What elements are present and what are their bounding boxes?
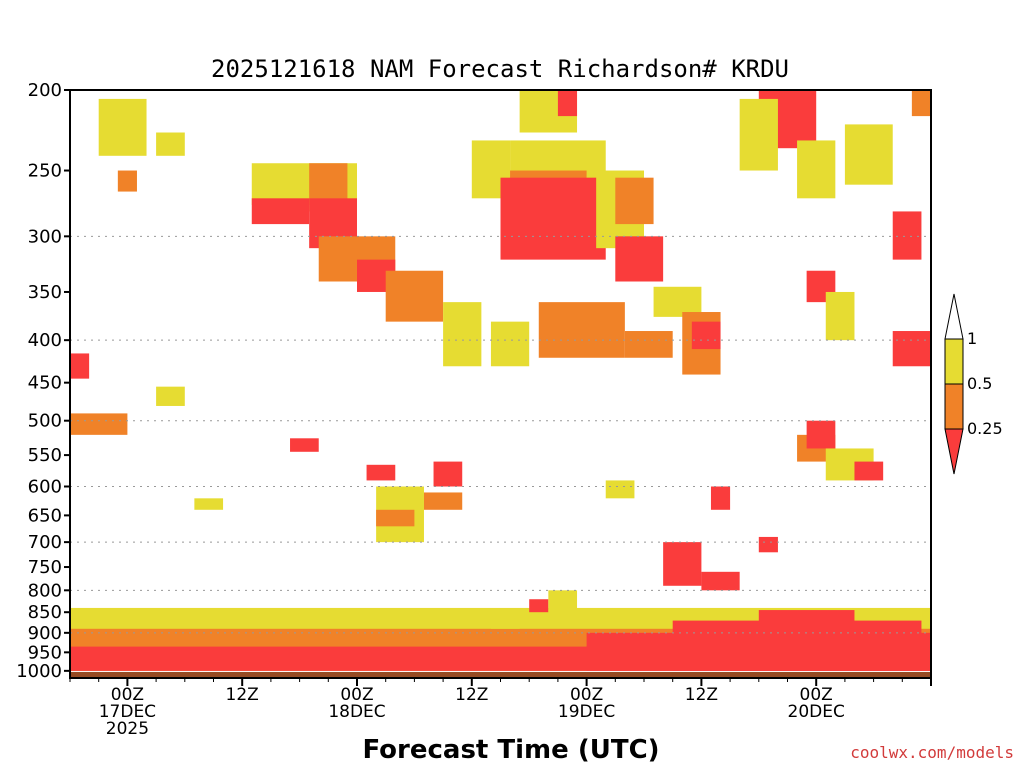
heatmap-cell	[290, 438, 319, 452]
x-tick-label: 20DEC	[788, 702, 845, 722]
heatmap-cell	[366, 464, 396, 481]
heatmap-cell	[806, 420, 836, 449]
heatmap-cell	[156, 386, 185, 406]
heatmap-cell	[376, 509, 415, 527]
heatmap-cell	[433, 461, 463, 487]
y-tick-label: 600	[28, 476, 62, 497]
heatmap-cell	[663, 542, 702, 586]
x-tick-label: 00Z	[111, 685, 144, 705]
credit-link[interactable]: coolwx.com/models	[850, 743, 1014, 762]
x-tick-label: 12Z	[455, 685, 488, 705]
legend-label: 0.5	[967, 374, 992, 393]
heatmap-cell	[892, 211, 922, 260]
heatmap-cell	[653, 286, 702, 317]
heatmap-cell	[443, 302, 482, 367]
y-tick-label: 850	[28, 602, 62, 623]
x-tick-label: 12Z	[685, 685, 718, 705]
x-axis-label: Forecast Time (UTC)	[362, 735, 659, 765]
heatmap-cell	[892, 331, 931, 367]
heatmap-cell	[701, 571, 740, 591]
heatmap-cell	[615, 236, 664, 282]
heatmap-cell	[758, 610, 855, 671]
ground-layer	[70, 671, 931, 678]
grid-lines	[70, 235, 931, 634]
heatmap-cell	[710, 486, 731, 510]
heatmap-cell	[911, 90, 931, 117]
x-tick-label: 2025	[106, 719, 149, 739]
x-tick-label: 17DEC	[99, 702, 156, 722]
legend-swatch-top	[944, 293, 964, 340]
x-tick-label: 00Z	[570, 685, 603, 705]
legend-swatch-bottom	[944, 428, 964, 475]
heatmap-cell	[548, 590, 578, 613]
legend-swatch	[944, 383, 964, 430]
y-tick-label: 200	[28, 80, 62, 101]
heatmap-cell	[156, 132, 185, 156]
heatmap-cell	[70, 413, 128, 435]
heatmap-cell	[117, 170, 137, 192]
y-tick-label: 750	[28, 557, 62, 578]
y-tick-label: 550	[28, 445, 62, 466]
x-tick-label: 19DEC	[558, 702, 615, 722]
heatmap-cell	[529, 599, 549, 613]
heatmap-cell	[739, 98, 778, 171]
heatmap-cell	[538, 302, 625, 358]
plot-area	[70, 90, 931, 671]
x-tick-label: 00Z	[800, 685, 833, 705]
heatmap-cell	[615, 177, 654, 225]
heatmap-cell	[385, 270, 444, 322]
y-tick-label: 350	[28, 282, 62, 303]
heatmap-cell	[490, 321, 530, 367]
y-tick-label: 400	[28, 330, 62, 351]
y-tick-label: 1000	[16, 661, 62, 682]
heatmap-cell	[70, 353, 90, 379]
heatmap-cell	[557, 90, 578, 117]
heatmap-cell	[98, 98, 147, 156]
y-tick-label: 300	[28, 226, 62, 247]
chart-title: 2025121618 NAM Forecast Richardson# KRDU	[211, 55, 789, 83]
y-tick-label: 450	[28, 373, 62, 394]
heatmap-cell	[844, 124, 893, 185]
heatmap-cell	[251, 198, 310, 225]
legend-label: 0.25	[967, 419, 1003, 438]
heatmap-cell	[758, 536, 778, 553]
heatmap-cell	[825, 291, 855, 341]
heatmap-cell	[194, 498, 224, 510]
heatmap-cell	[854, 461, 884, 481]
x-tick-label: 00Z	[340, 685, 373, 705]
x-tick-label: 12Z	[226, 685, 259, 705]
heatmap-cell	[423, 492, 463, 510]
y-tick-label: 950	[28, 642, 62, 663]
y-tick-label: 700	[28, 532, 62, 553]
y-tick-label: 500	[28, 411, 62, 432]
heatmap-cell	[490, 616, 520, 629]
legend-label: 1	[967, 329, 977, 348]
heatmap-cell	[605, 480, 635, 499]
heatmap-cell	[691, 321, 721, 350]
y-tick-label: 250	[28, 161, 62, 182]
y-axis: 200 250 300 350 400 450 500 550 600 650 700 7508008…	[16, 80, 70, 682]
legend-swatch	[944, 338, 964, 385]
x-tick-label: 18DEC	[328, 702, 385, 722]
y-tick-label: 900	[28, 623, 62, 644]
ground-surface	[70, 671, 931, 678]
color-legend: 1 0.5 0.25	[944, 293, 1003, 475]
heatmap-cell	[500, 177, 606, 260]
heatmap-cell	[624, 331, 673, 358]
y-tick-label: 800	[28, 580, 62, 601]
heatmap-cell	[797, 140, 836, 199]
y-tick-label: 650	[28, 505, 62, 526]
